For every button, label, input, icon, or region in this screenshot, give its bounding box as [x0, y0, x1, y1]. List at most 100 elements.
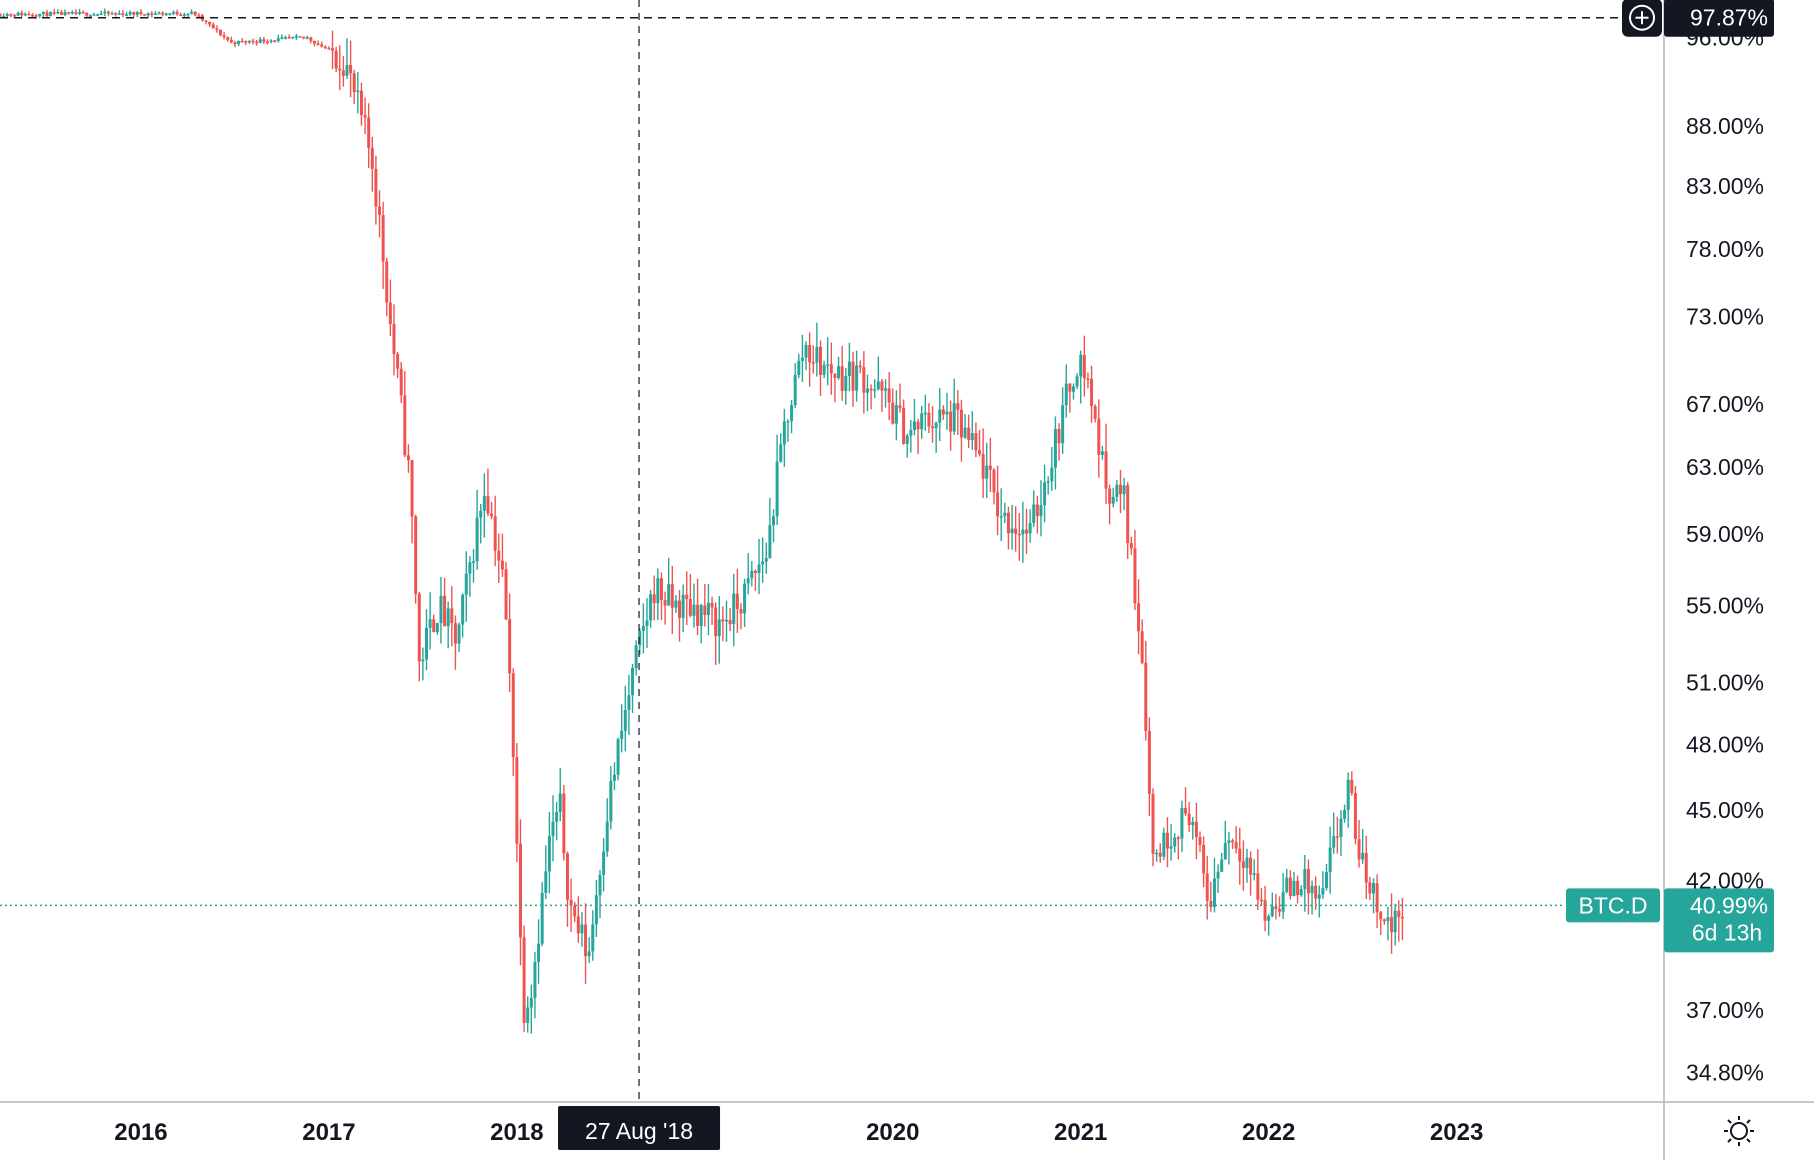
candle-body: [743, 583, 747, 614]
candle-body: [1288, 877, 1292, 897]
candle-body: [1325, 872, 1329, 889]
candle-body: [1111, 496, 1115, 504]
candle-body: [388, 302, 392, 325]
candle-body: [616, 739, 620, 775]
candle-body: [479, 510, 483, 518]
candle-body: [312, 40, 316, 44]
time-axis[interactable]: 201620172018192020202120222023: [114, 1119, 1483, 1146]
candle-body: [370, 147, 374, 169]
candle-body: [833, 373, 837, 378]
candle-body: [1173, 837, 1177, 847]
candle-body: [399, 368, 403, 396]
candle-body: [171, 12, 175, 14]
time-tick-label: 2023: [1430, 1119, 1483, 1146]
candle-body: [674, 600, 678, 608]
candle-body: [222, 35, 226, 38]
candle-body: [110, 13, 114, 15]
price-tick-label: 55.00%: [1686, 592, 1764, 618]
price-tick-label: 83.00%: [1686, 173, 1764, 199]
candle-body: [710, 602, 714, 608]
price-marker-tag: 97.87%: [1664, 0, 1774, 37]
candle-body: [302, 36, 306, 39]
candle-body: [1003, 512, 1007, 517]
candle-body: [515, 757, 519, 844]
candle-body: [808, 345, 812, 363]
candle-body: [327, 48, 331, 50]
current-price-value: 40.99%: [1690, 892, 1768, 918]
candle-body: [518, 843, 522, 938]
candle-body: [16, 12, 20, 16]
candle-body: [609, 780, 613, 822]
candle-body: [2, 16, 6, 18]
candle-body: [945, 411, 949, 415]
candle-body: [793, 374, 797, 406]
candle-body: [1296, 880, 1300, 896]
candle-body: [1216, 871, 1220, 879]
candle-body: [717, 619, 721, 637]
candle-body: [952, 403, 956, 432]
candle-body: [797, 360, 801, 375]
candle-body: [934, 422, 938, 429]
candle-body: [732, 593, 736, 625]
candle-body: [573, 905, 577, 917]
candle-body: [78, 12, 82, 14]
candle-body: [1165, 832, 1169, 849]
candle-body: [898, 405, 902, 408]
candle-body: [1021, 529, 1025, 535]
candle-body: [822, 364, 826, 375]
candle-body: [1205, 873, 1209, 901]
candle-body: [298, 36, 302, 38]
candle-body: [804, 345, 808, 358]
add-alert-button[interactable]: [1622, 0, 1662, 37]
candle-body: [1046, 481, 1050, 483]
candle-body: [1017, 533, 1021, 536]
candle-body: [135, 12, 139, 15]
price-marker-tag-background: [1664, 0, 1774, 37]
candle-body: [1158, 852, 1162, 857]
candle-body: [486, 496, 490, 514]
plus-circle-icon[interactable]: [1629, 4, 1655, 31]
candle-body: [1241, 861, 1245, 868]
candle-body: [1194, 821, 1198, 838]
candle-body: [558, 793, 562, 813]
candle-body: [988, 465, 992, 470]
candle-body: [9, 14, 13, 16]
candle-body: [840, 366, 844, 391]
sun-icon[interactable]: [1724, 1116, 1754, 1146]
candle-body: [27, 13, 31, 16]
candle-body: [244, 41, 248, 43]
price-tick-label: 48.00%: [1686, 731, 1764, 757]
candle-body: [649, 594, 653, 621]
candle-body: [161, 12, 165, 15]
candle-body: [826, 364, 830, 366]
price-tick-label: 73.00%: [1686, 304, 1764, 330]
candle-body: [670, 584, 674, 608]
candle-body: [1361, 852, 1365, 860]
candle-body: [768, 525, 772, 558]
candle-body: [631, 668, 635, 696]
candle-body: [800, 357, 804, 361]
candle-body: [714, 607, 718, 637]
candle-body: [905, 435, 909, 444]
candle-body: [341, 70, 345, 76]
candle-body: [996, 492, 1000, 517]
candle-body: [699, 605, 703, 626]
price-axis[interactable]: 34.80%37.00%42.00%45.00%48.00%51.00%55.0…: [1686, 24, 1764, 1085]
candle-body: [1097, 418, 1101, 455]
candle-body: [1386, 917, 1390, 922]
candle-body: [1010, 528, 1014, 534]
candle-body: [1267, 916, 1271, 921]
candle-body: [153, 13, 157, 15]
candle-body: [1032, 504, 1036, 523]
candle-body: [1371, 883, 1375, 894]
candle-body: [967, 427, 971, 441]
candle-body: [735, 593, 739, 610]
candle-body: [1104, 451, 1108, 489]
candle-body: [605, 821, 609, 852]
price-tick-label: 67.00%: [1686, 391, 1764, 417]
candle-body: [1115, 484, 1119, 497]
candle-body: [1133, 548, 1137, 604]
candle-body: [634, 645, 638, 669]
